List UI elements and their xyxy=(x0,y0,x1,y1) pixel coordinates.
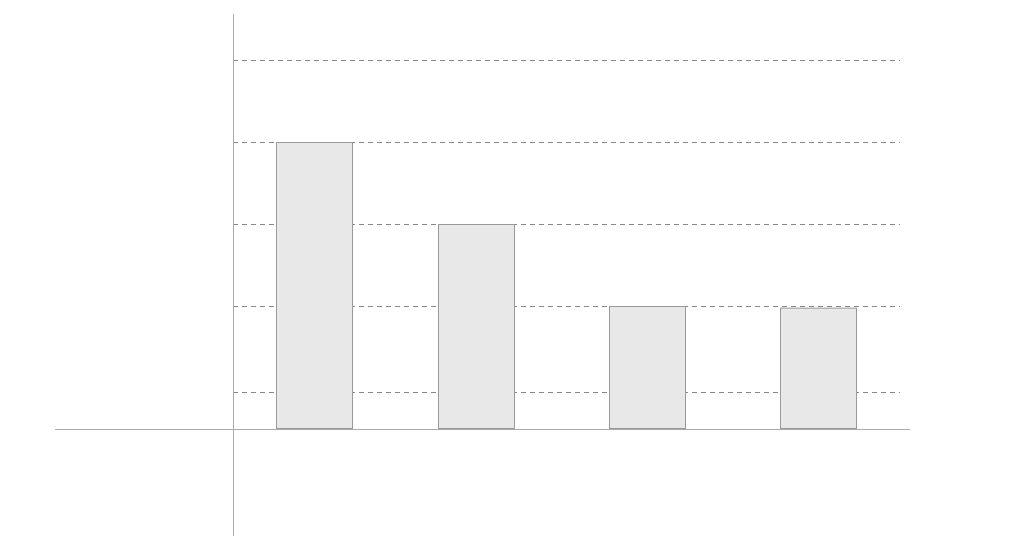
bar-2 xyxy=(438,224,515,429)
bar-4 xyxy=(780,307,857,430)
bar-3 xyxy=(609,306,686,429)
bars xyxy=(276,142,857,430)
axes xyxy=(55,14,910,536)
bar-1 xyxy=(276,142,353,429)
